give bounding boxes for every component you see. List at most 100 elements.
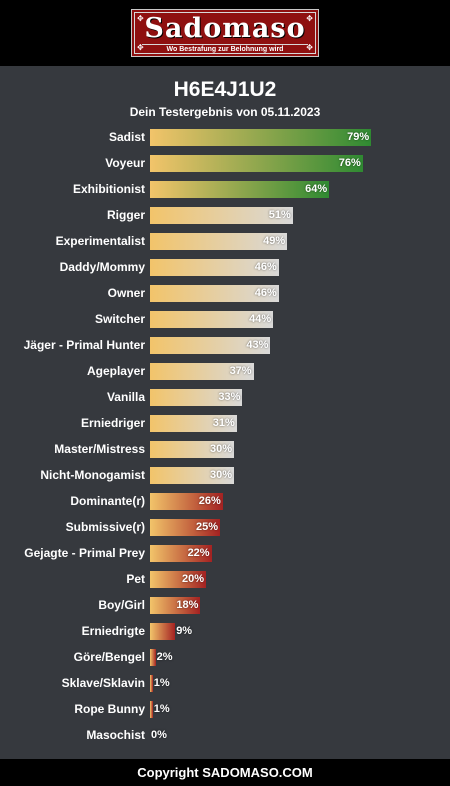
category-label: Exhibitionist	[73, 182, 145, 196]
value-label: 18%	[176, 599, 199, 611]
header-bar: ✥ ✥ ✥ ✥ Sadomaso Wo Bestrafung zur Beloh…	[0, 0, 450, 66]
value-label: 79%	[347, 131, 370, 143]
page-subtitle: Dein Testergebnis von 05.11.2023	[129, 105, 321, 119]
bar-mark	[150, 519, 220, 536]
chart-row: Erniedriger 31%	[0, 415, 450, 432]
footer-bar: Copyright SADOMASO.COM	[0, 759, 450, 786]
bar-mark	[150, 701, 153, 718]
chart-row: Sadist 79%	[0, 129, 450, 146]
category-label: Voyeur	[105, 156, 145, 170]
category-label: Masochist	[86, 728, 145, 742]
category-label: Nicht-Monogamist	[40, 468, 145, 482]
bar-mark	[150, 415, 237, 432]
chart-row: Ageplayer 37%	[0, 363, 450, 380]
chart-row: Vanilla 33%	[0, 389, 450, 406]
value-label: 20%	[181, 573, 204, 585]
chart-row: Boy/Girl 18%	[0, 597, 450, 614]
category-label: Daddy/Mommy	[59, 260, 145, 274]
value-label: 46%	[254, 261, 277, 273]
site-logo[interactable]: ✥ ✥ ✥ ✥ Sadomaso Wo Bestrafung zur Beloh…	[131, 9, 319, 57]
bar-mark	[150, 337, 271, 354]
chart-row: Submissive(r) 25%	[0, 519, 450, 536]
value-label: 46%	[254, 287, 277, 299]
category-label: Owner	[107, 286, 145, 300]
chart-row: Rope Bunny 1%	[0, 701, 450, 718]
bar-mark	[150, 571, 206, 588]
chart-row: Erniedrigte 9%	[0, 623, 450, 640]
category-label: Sadist	[108, 130, 145, 144]
bar-mark	[150, 155, 363, 172]
corner-ornament-icon: ✥	[137, 14, 144, 23]
bar-mark	[150, 363, 254, 380]
category-label: Jäger - Primal Hunter	[23, 338, 145, 352]
corner-ornament-icon: ✥	[306, 43, 313, 52]
bar-mark	[150, 207, 293, 224]
corner-ornament-icon: ✥	[306, 14, 313, 23]
bar-mark	[150, 597, 201, 614]
bar-mark	[150, 129, 372, 146]
value-label: 1%	[153, 677, 170, 689]
value-label: 51%	[268, 209, 291, 221]
chart-row: Switcher 44%	[0, 311, 450, 328]
value-label: 9%	[176, 625, 193, 637]
chart-row: Jäger - Primal Hunter 43%	[0, 337, 450, 354]
value-label: 49%	[263, 235, 286, 247]
chart-row: Experimentalist 49%	[0, 233, 450, 250]
chart-row: Masochist 0%	[0, 727, 450, 744]
value-label: 43%	[246, 339, 269, 351]
value-label: 76%	[338, 157, 361, 169]
chart-row: Dominante(r) 26%	[0, 493, 450, 510]
value-label: 25%	[195, 521, 218, 533]
value-label: 37%	[229, 365, 252, 377]
value-label: 26%	[198, 495, 221, 507]
value-label: 44%	[249, 313, 272, 325]
value-label: 0%	[151, 729, 167, 741]
bar-mark	[150, 285, 279, 302]
category-label: Erniedriger	[80, 416, 145, 430]
bar-mark	[150, 649, 156, 666]
bar-mark	[150, 389, 243, 406]
value-label: 2%	[156, 651, 173, 663]
copyright-text: Copyright SADOMASO.COM	[137, 765, 313, 780]
category-label: Switcher	[94, 312, 145, 326]
bar-mark	[150, 493, 223, 510]
bar-mark	[150, 259, 279, 276]
chart-row: Exhibitionist 64%	[0, 181, 450, 198]
chart-row: Master/Mistress 30%	[0, 441, 450, 458]
chart-row: Sklave/Sklavin 1%	[0, 675, 450, 692]
bar-mark	[150, 545, 212, 562]
logo-wordmark: Sadomaso	[144, 13, 306, 44]
category-label: Submissive(r)	[65, 520, 145, 534]
category-label: Erniedrigte	[81, 624, 145, 638]
category-label: Göre/Bengel	[73, 650, 145, 664]
chart-row: Rigger 51%	[0, 207, 450, 224]
bar-mark	[150, 441, 234, 458]
page-title: H6E4J1U2	[173, 78, 277, 101]
chart-row: Voyeur 76%	[0, 155, 450, 172]
category-label: Boy/Girl	[98, 598, 145, 612]
chart-row: Daddy/Mommy 46%	[0, 259, 450, 276]
bar-mark	[150, 467, 234, 484]
chart-row: Göre/Bengel 2%	[0, 649, 450, 666]
logo-divider	[142, 44, 308, 45]
category-label: Rope Bunny	[74, 702, 145, 716]
value-label: 30%	[209, 443, 232, 455]
category-label: Gejagte - Primal Prey	[24, 546, 145, 560]
category-label: Rigger	[106, 208, 145, 222]
corner-ornament-icon: ✥	[137, 43, 144, 52]
value-label: 30%	[209, 469, 232, 481]
category-label: Dominante(r)	[70, 494, 145, 508]
category-label: Experimentalist	[55, 234, 145, 248]
category-label: Sklave/Sklavin	[61, 676, 145, 690]
logo-tagline: Wo Bestrafung zur Belohnung wird	[166, 46, 284, 53]
bar-mark	[150, 311, 274, 328]
category-label: Master/Mistress	[54, 442, 145, 456]
category-label: Pet	[126, 572, 145, 586]
chart-row: Owner 46%	[0, 285, 450, 302]
bar-mark	[150, 233, 288, 250]
chart-row: Pet 20%	[0, 571, 450, 588]
value-label: 33%	[218, 391, 241, 403]
bar-mark	[150, 623, 176, 640]
value-label: 31%	[212, 417, 235, 429]
value-label: 22%	[187, 547, 210, 559]
